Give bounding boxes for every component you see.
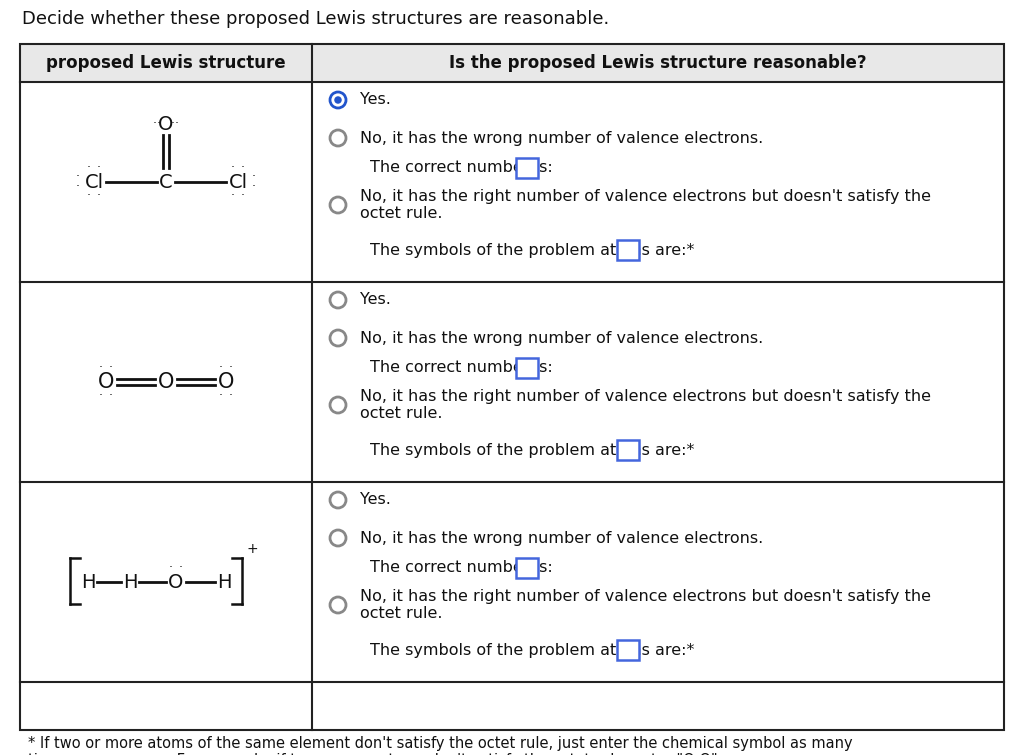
Circle shape <box>330 397 346 413</box>
Text: ·: · <box>252 171 256 183</box>
Text: O: O <box>159 115 174 134</box>
Text: ·: · <box>97 190 101 202</box>
Text: Cl: Cl <box>228 172 248 192</box>
Text: ·: · <box>99 362 103 374</box>
Text: ·: · <box>241 162 245 174</box>
Text: C: C <box>159 172 173 192</box>
Text: H: H <box>217 572 231 591</box>
Circle shape <box>330 92 346 108</box>
Text: O: O <box>98 372 115 392</box>
Text: H: H <box>81 572 95 591</box>
Text: ·: · <box>252 180 256 193</box>
Text: No, it has the right number of valence electrons but doesn't satisfy the
octet r: No, it has the right number of valence e… <box>360 189 931 221</box>
Text: ·: · <box>229 390 233 402</box>
Text: Decide whether these proposed Lewis structures are reasonable.: Decide whether these proposed Lewis stru… <box>22 10 609 28</box>
Text: Cl: Cl <box>84 172 103 192</box>
Text: ·: · <box>87 162 91 174</box>
Text: H: H <box>123 572 137 591</box>
Text: * If two or more atoms of the same element don't satisfy the octet rule, just en: * If two or more atoms of the same eleme… <box>28 736 853 755</box>
Text: ·: · <box>169 562 173 575</box>
Circle shape <box>330 530 346 546</box>
Text: No, it has the wrong number of valence electrons.: No, it has the wrong number of valence e… <box>360 131 763 146</box>
Text: The correct number is:: The correct number is: <box>370 360 553 375</box>
Text: No, it has the wrong number of valence electrons.: No, it has the wrong number of valence e… <box>360 531 763 546</box>
Text: The symbols of the problem atoms are:*: The symbols of the problem atoms are:* <box>370 242 694 257</box>
Circle shape <box>330 492 346 508</box>
Text: +: + <box>246 542 258 556</box>
Text: No, it has the wrong number of valence electrons.: No, it has the wrong number of valence e… <box>360 331 763 346</box>
Text: ·: · <box>175 118 179 131</box>
Bar <box>617 640 639 660</box>
Text: ·: · <box>87 190 91 202</box>
Text: O: O <box>218 372 234 392</box>
Text: ·: · <box>76 171 80 183</box>
Text: Yes.: Yes. <box>360 492 391 507</box>
Text: The symbols of the problem atoms are:*: The symbols of the problem atoms are:* <box>370 442 694 458</box>
Text: proposed Lewis structure: proposed Lewis structure <box>46 54 286 72</box>
Text: ·: · <box>109 390 113 402</box>
Text: ·: · <box>219 362 223 374</box>
Text: No, it has the right number of valence electrons but doesn't satisfy the
octet r: No, it has the right number of valence e… <box>360 389 931 421</box>
Circle shape <box>330 330 346 346</box>
Text: ·: · <box>231 190 234 202</box>
Text: ·: · <box>171 118 175 131</box>
Text: ·: · <box>157 118 161 131</box>
Circle shape <box>330 597 346 613</box>
Text: O: O <box>168 572 183 591</box>
Text: ·: · <box>97 162 101 174</box>
Bar <box>617 440 639 460</box>
Circle shape <box>330 130 346 146</box>
Bar <box>516 358 538 378</box>
Circle shape <box>330 197 346 213</box>
Text: O: O <box>158 372 174 392</box>
Text: ·: · <box>231 162 234 174</box>
Text: ·: · <box>241 190 245 202</box>
Circle shape <box>330 292 346 308</box>
Text: ·: · <box>99 390 103 402</box>
Text: ·: · <box>153 118 157 131</box>
Bar <box>20 44 1004 82</box>
Bar <box>516 558 538 578</box>
Text: Is the proposed Lewis structure reasonable?: Is the proposed Lewis structure reasonab… <box>450 54 866 72</box>
Text: Yes.: Yes. <box>360 292 391 307</box>
Text: ·: · <box>76 180 80 193</box>
Bar <box>516 158 538 178</box>
Text: Yes.: Yes. <box>360 93 391 107</box>
Text: ·: · <box>109 362 113 374</box>
Text: The symbols of the problem atoms are:*: The symbols of the problem atoms are:* <box>370 643 694 658</box>
Text: The correct number is:: The correct number is: <box>370 161 553 175</box>
Text: ·: · <box>229 362 233 374</box>
Text: The correct number is:: The correct number is: <box>370 560 553 575</box>
Text: ·: · <box>179 562 183 575</box>
Circle shape <box>335 97 341 103</box>
Text: No, it has the right number of valence electrons but doesn't satisfy the
octet r: No, it has the right number of valence e… <box>360 589 931 621</box>
Text: ·: · <box>219 390 223 402</box>
Bar <box>617 240 639 260</box>
